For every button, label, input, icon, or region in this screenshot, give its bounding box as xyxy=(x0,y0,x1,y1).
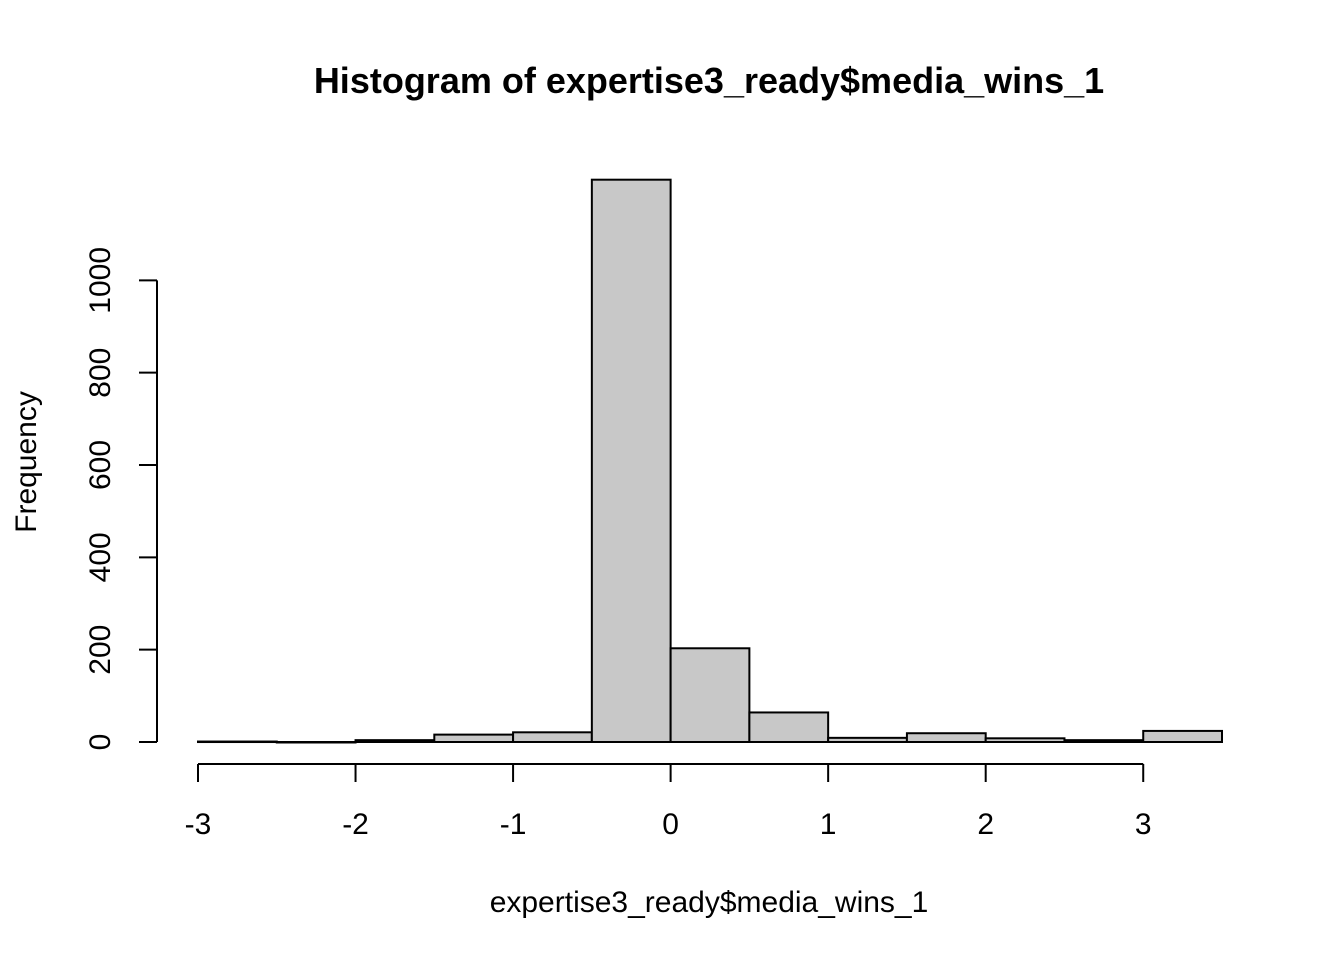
y-axis-label: Frequency xyxy=(10,391,43,533)
x-tick-label: 0 xyxy=(662,808,679,841)
histogram-bar xyxy=(669,647,751,744)
y-tick-label: 1000 xyxy=(84,247,117,314)
x-axis-label: expertise3_ready$media_wins_1 xyxy=(490,886,929,919)
y-tick-label: 800 xyxy=(84,348,117,398)
x-tick-label: -1 xyxy=(500,808,527,841)
histogram-bar xyxy=(1063,739,1145,743)
y-tick-label: 400 xyxy=(84,532,117,582)
x-tick-label: 2 xyxy=(977,808,994,841)
y-tick-label: 600 xyxy=(84,440,117,490)
histogram-bar xyxy=(197,740,278,744)
histogram-bar xyxy=(748,711,830,743)
histogram-bar xyxy=(433,733,515,744)
y-axis: 0 200 400 600 800 1000 xyxy=(84,247,158,751)
histogram-bar xyxy=(512,731,593,743)
histogram-bar xyxy=(984,737,1066,743)
histogram-bar xyxy=(354,739,436,743)
histogram-bars xyxy=(197,178,1223,744)
histogram-bar xyxy=(1142,729,1223,743)
x-tick-label: 1 xyxy=(820,808,837,841)
y-tick-label: 200 xyxy=(84,625,117,675)
histogram-bar xyxy=(905,732,987,743)
histogram-bar xyxy=(827,736,908,743)
x-tick-label: -3 xyxy=(185,808,212,841)
y-tick-label: 0 xyxy=(84,734,117,751)
x-tick-label: -2 xyxy=(342,808,369,841)
histogram-bar xyxy=(590,178,672,743)
chart-title: Histogram of expertise3_ready$media_wins… xyxy=(314,60,1104,101)
x-axis: -3 -2 -1 0 1 2 3 xyxy=(185,763,1152,841)
histogram-bar xyxy=(275,741,357,744)
x-tick-label: 3 xyxy=(1135,808,1152,841)
